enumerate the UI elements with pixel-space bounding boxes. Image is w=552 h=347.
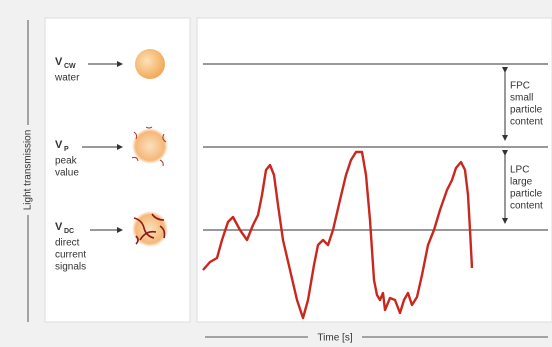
subscript: DC bbox=[64, 228, 74, 235]
range-description: particle bbox=[510, 105, 543, 116]
symbol: V bbox=[55, 221, 63, 233]
description: value bbox=[55, 168, 79, 179]
subscript: P bbox=[64, 146, 69, 153]
range-label: LPC bbox=[510, 165, 529, 176]
description: signals bbox=[55, 262, 86, 273]
range-description: large bbox=[510, 177, 533, 188]
range-description: content bbox=[510, 201, 543, 212]
y-axis-label: Light transmission bbox=[23, 130, 34, 211]
particle-icon bbox=[135, 49, 165, 79]
description: water bbox=[54, 73, 80, 84]
description: direct bbox=[55, 238, 80, 249]
range-label: FPC bbox=[510, 81, 530, 92]
symbol: V bbox=[55, 139, 63, 151]
range-description: content bbox=[510, 117, 543, 128]
description: current bbox=[55, 250, 86, 261]
symbol: V bbox=[55, 56, 63, 68]
subscript: CW bbox=[64, 63, 76, 70]
description: peak bbox=[55, 156, 78, 167]
range-description: particle bbox=[510, 189, 543, 200]
x-axis-label: Time [s] bbox=[317, 333, 352, 344]
diagram: Light transmission Time [s] V CW water V… bbox=[0, 0, 552, 347]
range-description: small bbox=[510, 93, 533, 104]
